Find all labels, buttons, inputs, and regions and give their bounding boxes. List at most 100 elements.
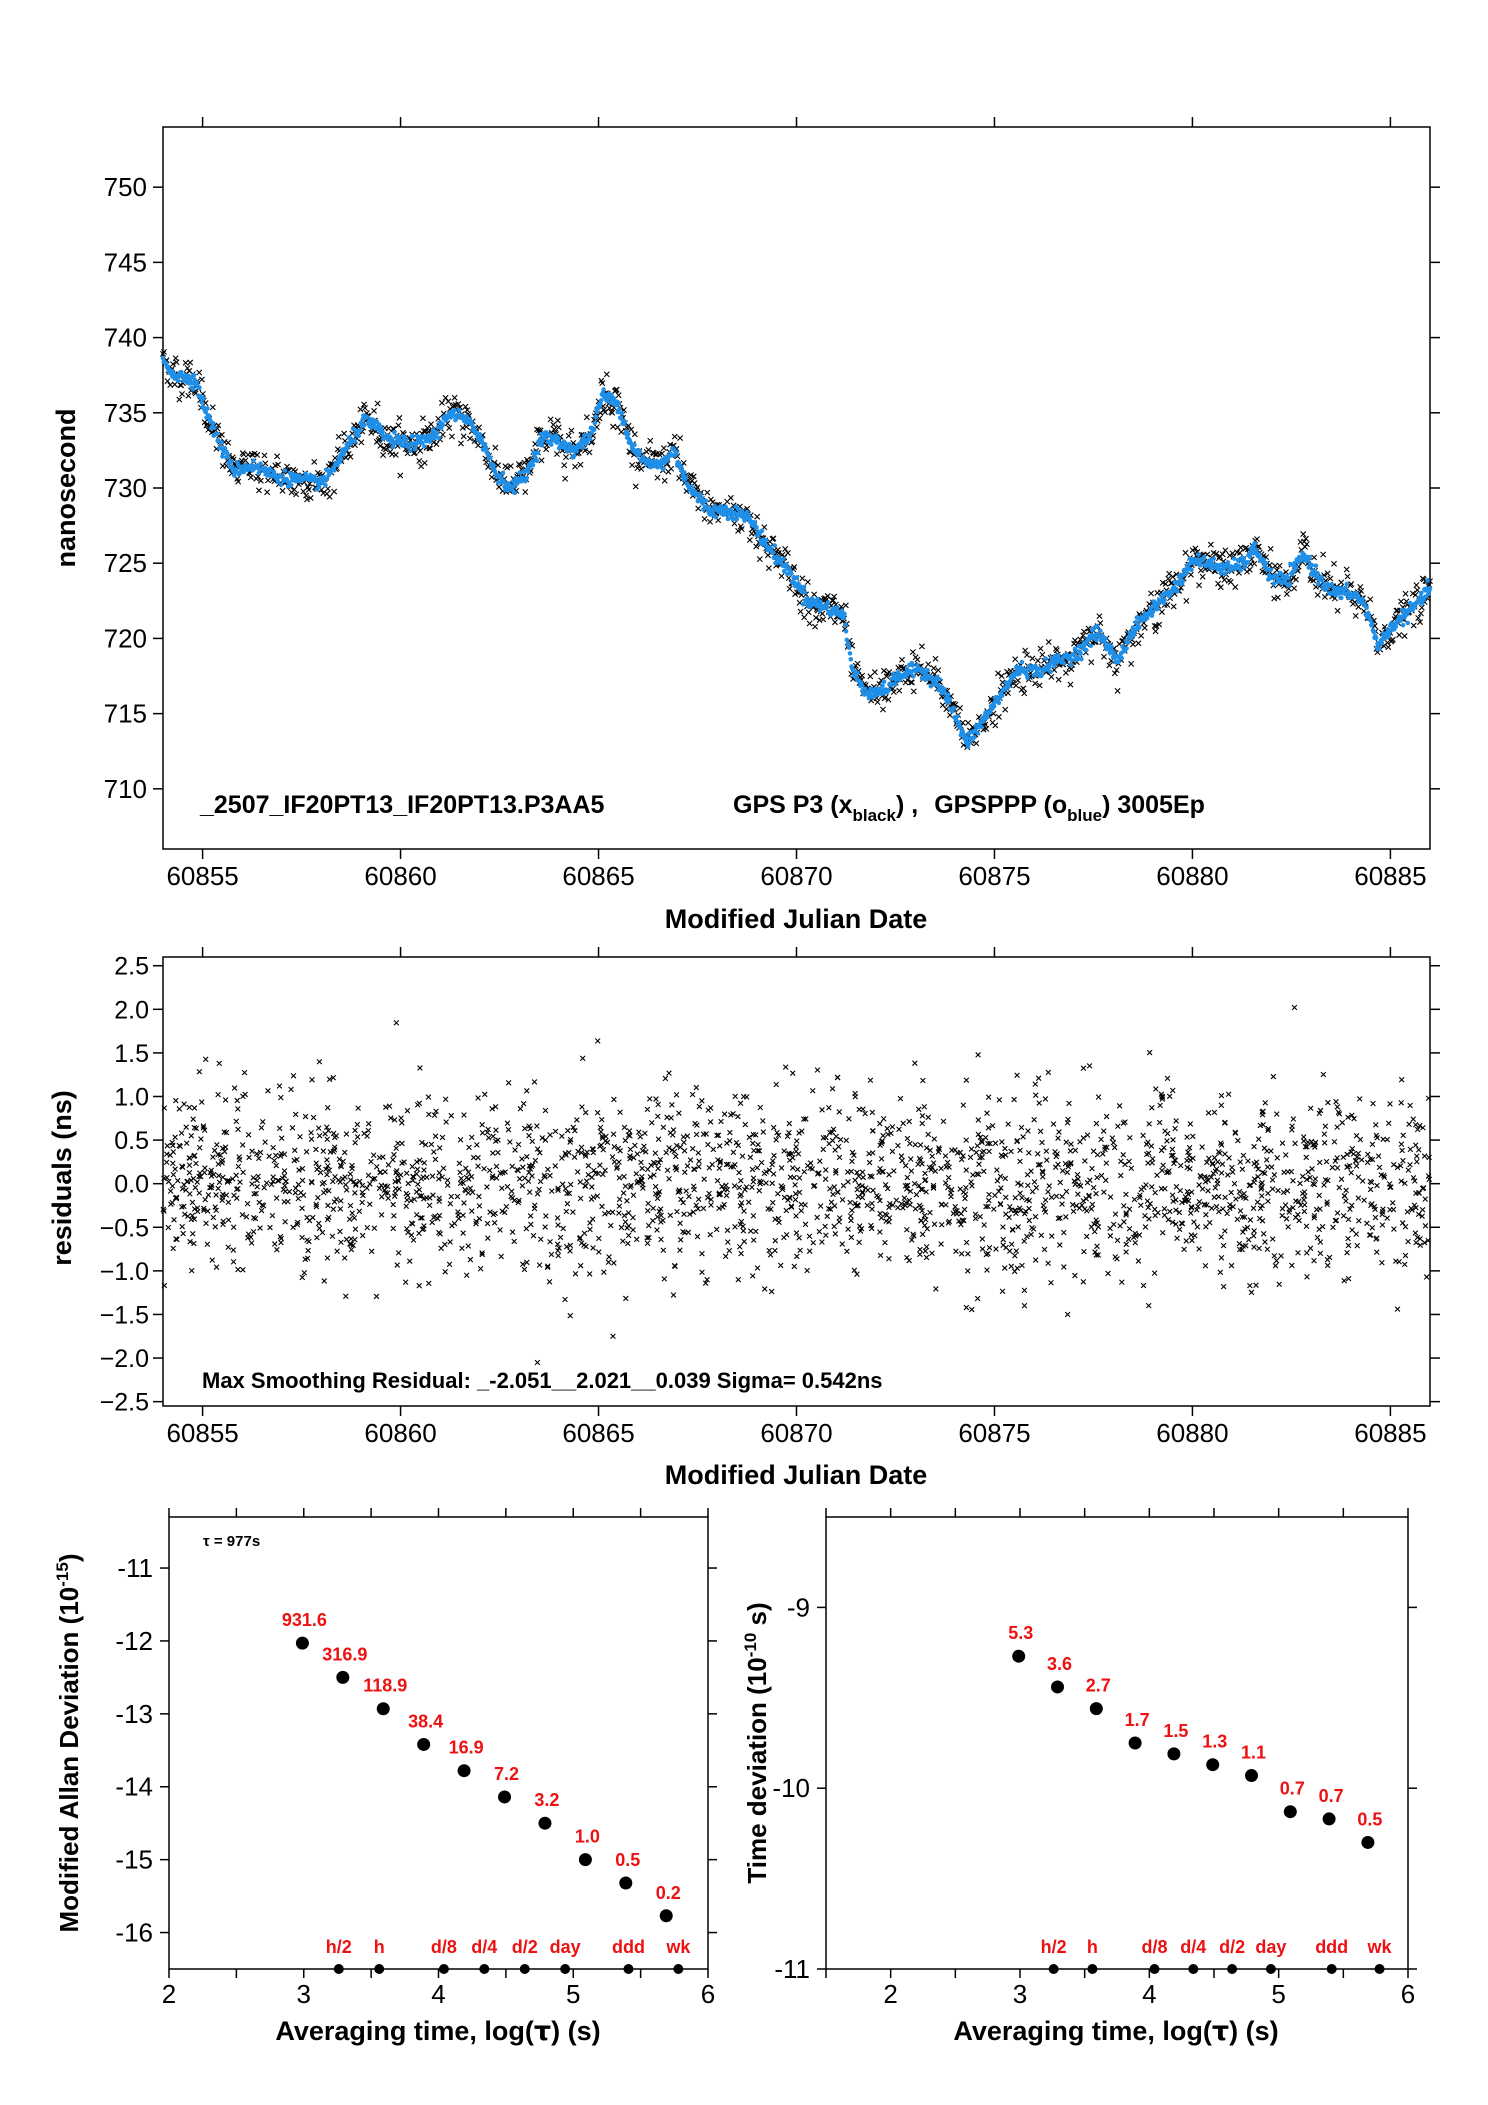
residual-point (1211, 1154, 1218, 1161)
residual-point (877, 1252, 884, 1259)
gpsppp-point (828, 612, 834, 618)
residual-point (702, 1280, 709, 1286)
gps-p3-point (871, 669, 878, 676)
residual-point (806, 1233, 813, 1240)
residual-point (693, 1131, 700, 1138)
residual-point (467, 1185, 474, 1192)
residual-point (292, 1185, 299, 1191)
residual-point (564, 1200, 571, 1207)
residual-point (735, 1142, 742, 1149)
residual-point (1157, 1102, 1163, 1109)
residual-point (477, 1265, 484, 1272)
gpsppp-point (479, 436, 484, 441)
plot1-x-tick-label: 60860 (364, 861, 436, 891)
residual-point (799, 1128, 805, 1134)
residual-point (1250, 1205, 1257, 1211)
plot1-annotation-file: _2507_IF20PT13_IF20PT13.P3AA5 (199, 791, 605, 819)
gpsppp-point (434, 430, 440, 436)
residual-point (197, 1170, 203, 1176)
gpsppp-point (957, 725, 963, 730)
residual-point (1405, 1238, 1411, 1245)
gpsppp-point (1109, 644, 1114, 650)
gps-p3-point (254, 451, 261, 458)
residual-point (786, 1194, 793, 1201)
gpsppp-point (1098, 628, 1103, 634)
residual-point (670, 1292, 677, 1298)
residual-point (1237, 1193, 1244, 1200)
gpsppp-point (214, 431, 220, 436)
residual-point (582, 1183, 588, 1189)
residual-point (1043, 1157, 1050, 1163)
gpsppp-point (1211, 556, 1216, 561)
residual-point (1413, 1204, 1419, 1211)
residual-point (651, 1172, 657, 1178)
residual-point (574, 1117, 580, 1123)
residual-point (242, 1091, 248, 1098)
residual-point (1189, 1237, 1195, 1244)
residual-point (862, 1110, 868, 1117)
residual-point (202, 1056, 209, 1063)
residual-point (270, 1178, 276, 1185)
residual-point (439, 1174, 446, 1180)
gps-p3-point (820, 616, 827, 623)
residual-point (1032, 1092, 1039, 1098)
gps-p3-point (973, 740, 980, 747)
gpsppp-point (1218, 570, 1224, 576)
residual-point (1275, 1187, 1281, 1194)
residual-point (1166, 1093, 1173, 1100)
residual-point (1032, 1213, 1039, 1220)
residual-point (1336, 1111, 1343, 1117)
residual-point (1406, 1121, 1412, 1128)
gpsppp-point (947, 696, 953, 702)
residual-point (243, 1214, 250, 1220)
residual-point (399, 1160, 405, 1166)
gps-p3-point (374, 400, 381, 407)
residual-point (336, 1156, 343, 1162)
residual-point (1407, 1146, 1414, 1153)
residual-point (341, 1255, 348, 1261)
gps-p3-point (1396, 631, 1403, 638)
residual-point (1120, 1152, 1127, 1158)
residual-point (255, 1173, 261, 1180)
gpsppp-point (965, 744, 971, 749)
residual-point (709, 1161, 716, 1168)
residual-point (598, 1128, 604, 1135)
residual-point (1345, 1216, 1352, 1223)
residual-point (204, 1208, 211, 1214)
residual-point (672, 1153, 679, 1160)
gpsppp-point (1078, 651, 1083, 656)
residual-point (479, 1130, 486, 1136)
residual-point (1142, 1224, 1149, 1230)
gpsppp-point (1376, 646, 1382, 652)
residual-point (1409, 1207, 1415, 1213)
residual-point (925, 1114, 932, 1121)
gpsppp-point (392, 429, 397, 435)
residual-point (1117, 1172, 1124, 1179)
residual-point (722, 1253, 729, 1260)
residual-point (404, 1192, 411, 1199)
residual-point (696, 1163, 702, 1170)
residual-point (1412, 1122, 1419, 1128)
residual-point (793, 1138, 800, 1144)
gps-p3-point (999, 679, 1006, 686)
residual-point (1103, 1160, 1110, 1166)
residual-point (1190, 1155, 1196, 1162)
residual-point (822, 1223, 828, 1230)
gpsppp-point (592, 420, 598, 426)
gps-p3-point (1227, 578, 1234, 585)
gps-p3-point (668, 465, 675, 472)
residual-point (1343, 1187, 1349, 1194)
residual-point (1067, 1148, 1074, 1154)
residual-point (1264, 1246, 1271, 1253)
residual-point (1311, 1257, 1317, 1264)
residual-point (249, 1148, 255, 1154)
gps-p3-point (1156, 621, 1163, 628)
residual-point (176, 1142, 183, 1149)
residual-point (324, 1136, 330, 1143)
residual-point (1265, 1198, 1271, 1204)
gpsppp-point (1364, 605, 1369, 610)
gps-p3-point (659, 450, 665, 457)
residual-point (285, 1198, 291, 1205)
residual-point (1218, 1092, 1225, 1099)
residual-point (801, 1168, 808, 1175)
